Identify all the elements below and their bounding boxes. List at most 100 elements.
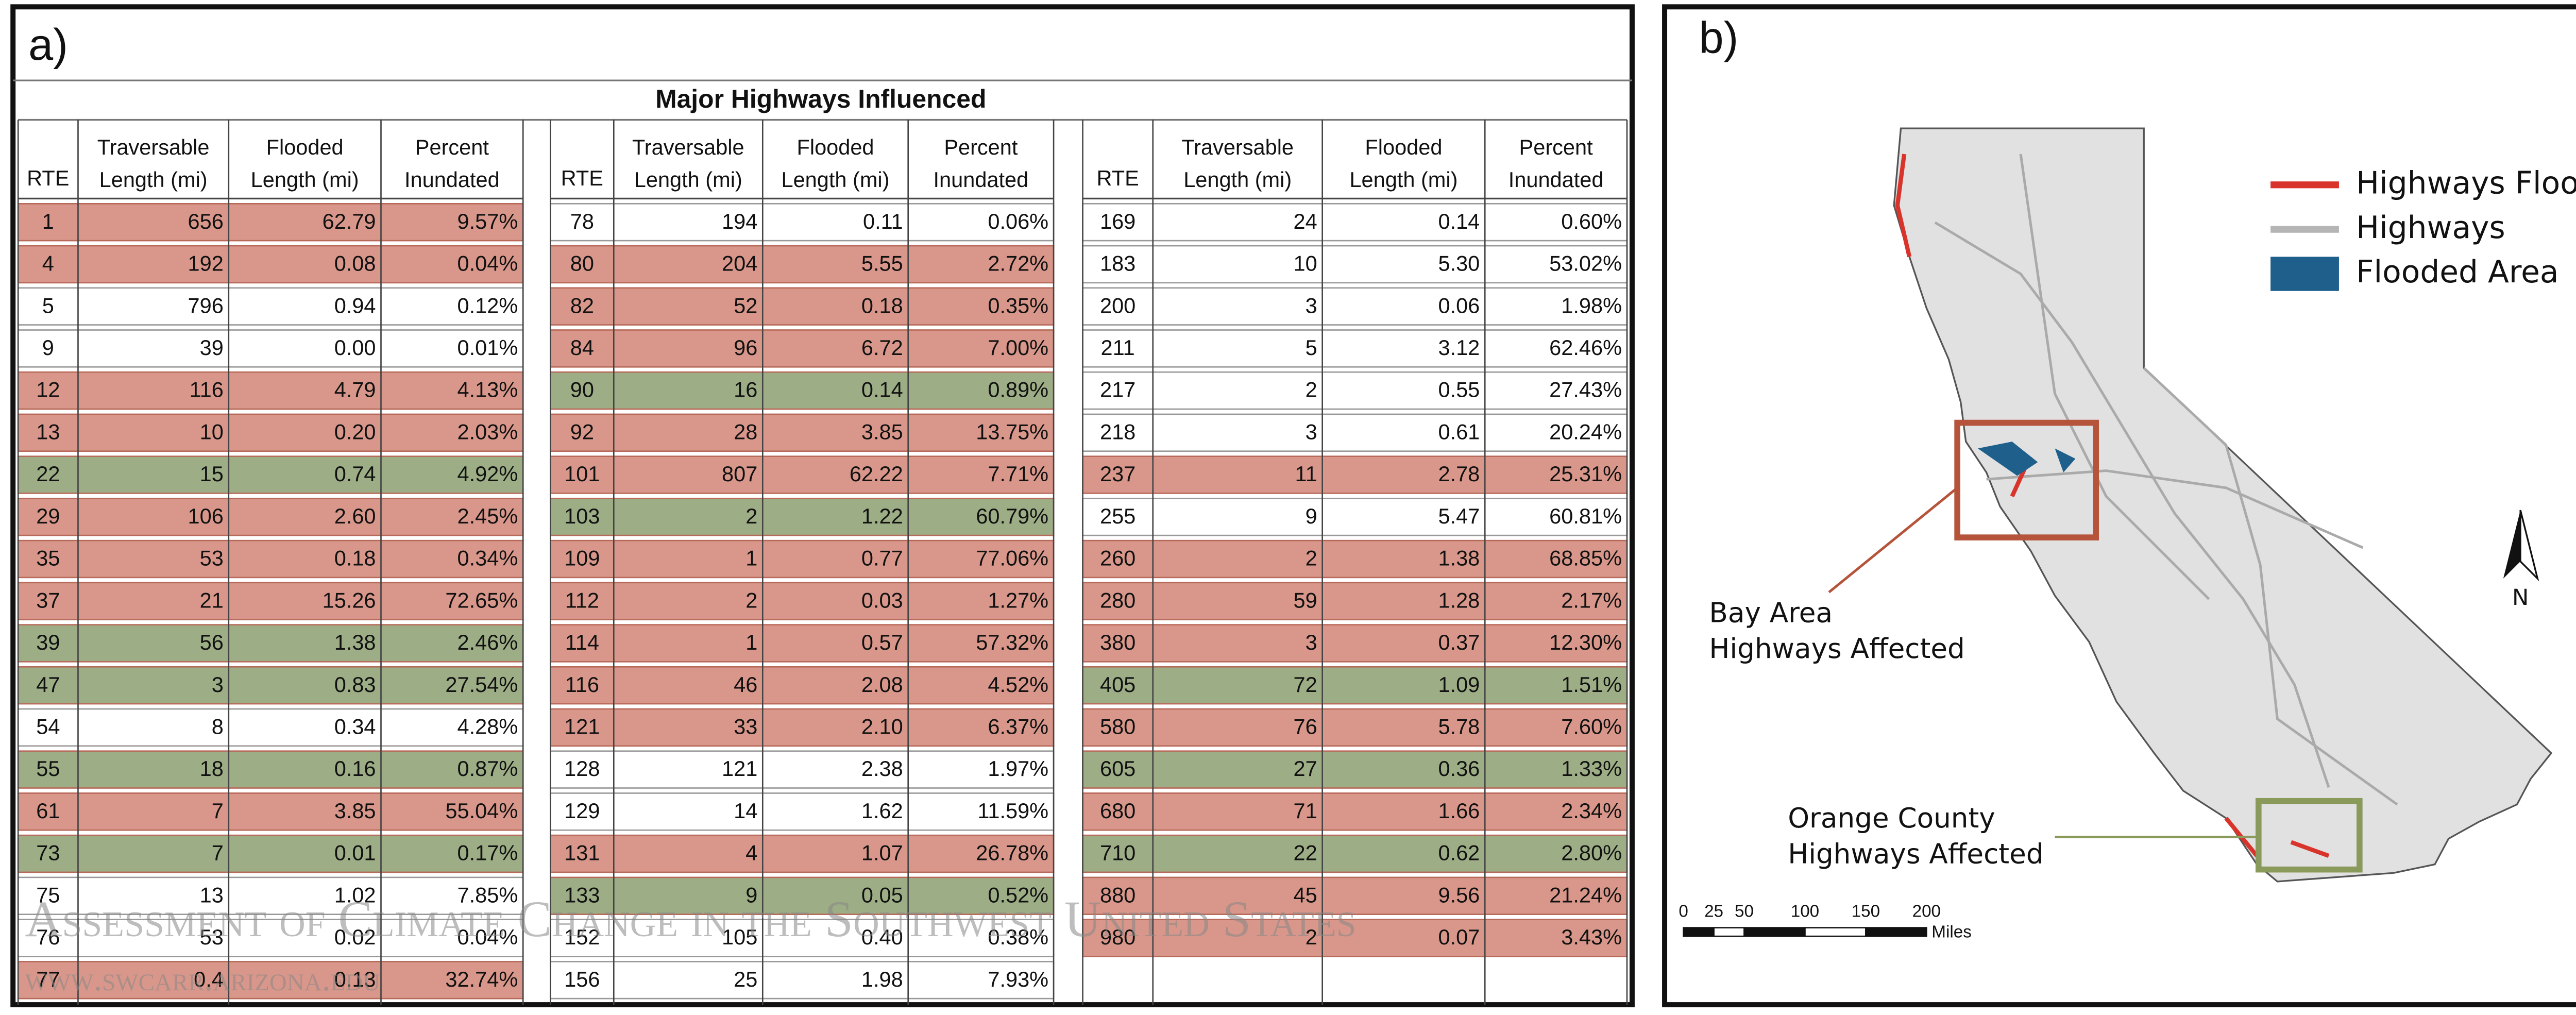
cell: 8: [212, 715, 224, 739]
cell: 2.46%: [457, 630, 518, 654]
cell: 121: [564, 715, 600, 739]
row: [550, 961, 1055, 1000]
column-header: Flooded: [266, 135, 344, 159]
cell: 380: [1100, 630, 1136, 654]
cell: 200: [1100, 293, 1136, 317]
california: [1893, 127, 2553, 883]
row: [550, 371, 1055, 410]
panel-a-frame: [10, 4, 1635, 1008]
bay-area-label: Bay Area: [1709, 597, 1833, 629]
scale-label: 150: [1852, 902, 1880, 921]
cell: 53: [200, 925, 224, 949]
scale-segment: [1743, 927, 1806, 937]
cell: 133: [564, 883, 600, 907]
cell: 3.85: [861, 419, 903, 444]
cell: 55: [36, 756, 60, 781]
legend-label: Highways Flooded: [2356, 165, 2576, 201]
row: [1082, 287, 1628, 326]
cell: 0.52%: [988, 883, 1048, 907]
watermark-url: www.swcarr.arizona.edu: [25, 960, 380, 998]
cell: 77: [36, 967, 60, 991]
cell: 101: [564, 462, 600, 486]
cell: 710: [1100, 841, 1136, 865]
cell: 0.40: [861, 925, 903, 949]
orange-county-box: [2256, 798, 2363, 873]
cell: 0.57: [861, 630, 903, 654]
cell: 192: [188, 251, 224, 276]
cell: 194: [722, 209, 757, 233]
cell: 13.75%: [976, 419, 1048, 444]
cell: 237: [1100, 462, 1136, 486]
cell: 0.34%: [457, 546, 518, 570]
column-header: Length (mi): [782, 167, 890, 192]
cell: 22: [36, 462, 60, 486]
row: [550, 498, 1055, 536]
cell: 0.34: [334, 715, 376, 739]
cell: 2: [1306, 925, 1317, 949]
cell: 20.24%: [1549, 419, 1622, 444]
orange-county-label: Highways Affected: [1788, 838, 2043, 870]
cell: 4: [745, 841, 757, 865]
cell: 10: [1293, 251, 1317, 276]
row: [17, 203, 524, 242]
cell: 26.78%: [976, 841, 1048, 865]
cell: 1.62: [861, 799, 903, 823]
scale-segment: [1713, 927, 1745, 937]
cell: 5: [42, 293, 54, 317]
highways: [1934, 154, 2398, 806]
cell: 47: [36, 672, 60, 697]
cell: 60.79%: [976, 504, 1048, 528]
row: [550, 455, 1055, 494]
table-title: Major Highways Influenced: [655, 84, 986, 113]
cell: 129: [564, 799, 600, 823]
cell: 3.85: [334, 799, 376, 823]
cell: 3: [1306, 293, 1317, 317]
cell: 0.11: [863, 209, 903, 233]
cell: 27: [1293, 756, 1317, 781]
cell: 7.71%: [988, 462, 1048, 486]
cell: 2.60: [334, 504, 376, 528]
cell: 0.07: [1438, 925, 1480, 949]
cell: 0.87%: [457, 756, 518, 781]
row: [550, 708, 1055, 747]
cell: 1.09: [1438, 672, 1480, 697]
cell: 1.38: [1438, 546, 1480, 570]
cell: 7: [212, 799, 224, 823]
cell: 45: [1293, 883, 1317, 907]
scale-label: 100: [1791, 902, 1819, 921]
cell: 156: [564, 967, 600, 991]
cell: 1.98%: [1561, 293, 1622, 317]
north-arrow: [2503, 510, 2521, 579]
cell: 2: [745, 504, 757, 528]
cell: 62.79: [323, 209, 376, 233]
cell: 62.46%: [1549, 335, 1622, 360]
cell: 121: [722, 756, 757, 781]
cell: 0.08: [334, 251, 376, 276]
column-header: RTE: [561, 166, 603, 190]
row: [550, 666, 1055, 705]
row: [550, 582, 1055, 620]
cell: 1.66: [1438, 799, 1480, 823]
cell: 2.10: [861, 715, 903, 739]
column-header: Traversable: [632, 135, 744, 159]
column-header: Traversable: [97, 135, 210, 159]
scale-label: 50: [1735, 902, 1754, 921]
panel-a-label: a): [28, 20, 68, 70]
cell: 2.80%: [1561, 841, 1622, 865]
cell: 0.37: [1438, 630, 1480, 654]
row: [17, 539, 524, 579]
cell: 5.78: [1438, 715, 1480, 739]
cell: 1.02: [334, 883, 376, 907]
row: [17, 961, 524, 1000]
column-header: Length (mi): [99, 167, 208, 192]
cell: 13: [36, 419, 60, 444]
cell: 33: [734, 715, 757, 739]
north-arrow: [2519, 510, 2539, 582]
cell: 1.38: [334, 630, 376, 654]
column-header: Inundated: [1509, 167, 1604, 192]
cell: 4.28%: [457, 715, 518, 739]
row: [1082, 624, 1628, 663]
table: RTE Traversable Length (mi) Flooded Length (…: [17, 120, 1628, 1005]
cell: 605: [1100, 756, 1136, 781]
cell: 72.65%: [445, 588, 518, 612]
